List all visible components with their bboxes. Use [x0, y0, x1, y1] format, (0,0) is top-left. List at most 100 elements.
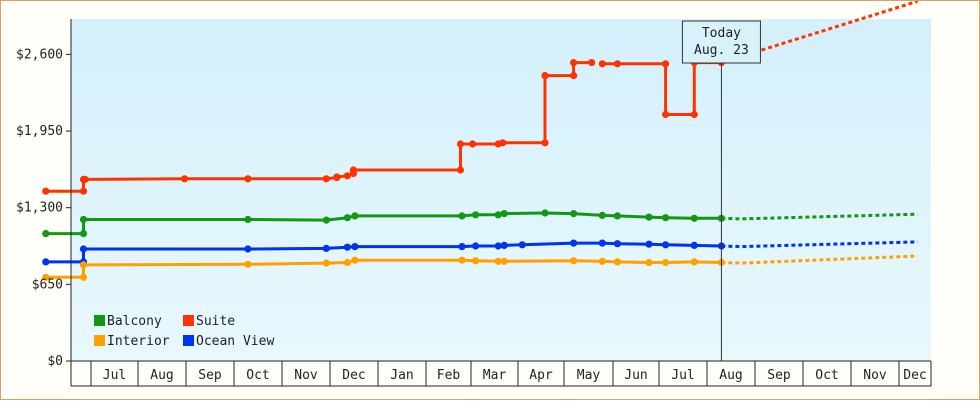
data-point: [244, 215, 252, 224]
today-box: [681, 20, 761, 64]
data-point: [690, 241, 698, 249]
data-point: [343, 258, 351, 267]
data-point: [500, 257, 508, 265]
data-point: [351, 212, 359, 220]
data-point: [469, 140, 477, 148]
data-point: [518, 241, 526, 249]
data-point: [42, 230, 50, 238]
data-point: [690, 214, 698, 222]
x-tick-label: Aug: [150, 368, 173, 383]
data-point: [613, 212, 622, 220]
data-point: [322, 175, 330, 183]
data-point: [456, 140, 465, 148]
x-tick-label: Jun: [624, 368, 647, 383]
data-point: [500, 241, 508, 249]
data-point: [322, 259, 330, 267]
data-point: [79, 245, 88, 253]
data-point: [456, 166, 465, 174]
data-point: [351, 256, 359, 264]
data-point: [613, 240, 622, 248]
data-point: [180, 175, 189, 183]
data-point: [662, 110, 670, 119]
data-point: [662, 60, 670, 68]
data-point: [494, 242, 502, 250]
x-tick-label: Mar: [483, 368, 507, 383]
legend-label: Interior: [107, 334, 170, 349]
today-title: Today: [702, 26, 741, 41]
legend-label: Balcony: [107, 314, 162, 329]
data-point: [343, 172, 351, 180]
data-point: [349, 166, 357, 174]
data-point: [570, 72, 578, 80]
data-point: [472, 257, 480, 265]
data-point: [333, 173, 341, 181]
data-point: [541, 139, 549, 147]
data-point: [570, 257, 578, 265]
x-tick-label: Aug: [719, 368, 742, 383]
today-date: Aug. 23: [694, 43, 749, 58]
data-point: [598, 211, 606, 219]
x-tick-label: Oct: [246, 368, 269, 383]
data-point: [42, 187, 50, 195]
x-tick-label: Jul: [103, 368, 126, 383]
data-point: [598, 239, 606, 247]
data-point: [494, 211, 502, 219]
data-point: [42, 258, 50, 266]
data-point: [79, 230, 88, 238]
data-point: [588, 59, 596, 67]
legend-swatch: [94, 335, 105, 346]
data-point: [42, 273, 50, 281]
data-point: [81, 175, 89, 183]
x-tick-label: Apr: [529, 368, 553, 383]
x-tick-label: Sep: [198, 368, 222, 383]
legend: Balcony Suite Interior Ocean View: [94, 314, 274, 349]
data-point: [322, 216, 330, 224]
axes: $0 $650 $1,300 $1,950 $2,600 Jul Aug Sep Oct Nov D…: [16, 19, 932, 387]
data-point: [244, 245, 252, 253]
data-point: [472, 211, 480, 219]
data-point: [458, 243, 466, 251]
x-tick-label: Sep: [767, 368, 791, 383]
x-tick-label: Feb: [437, 368, 461, 383]
x-tick-label: Nov: [294, 368, 318, 383]
data-point: [662, 241, 670, 249]
data-point: [645, 240, 653, 248]
data-point: [79, 261, 88, 269]
data-point: [645, 258, 653, 267]
data-point: [79, 273, 88, 281]
data-point: [570, 239, 578, 247]
legend-label: Suite: [196, 314, 235, 329]
data-point: [570, 210, 578, 218]
x-tick-label: Nov: [863, 368, 887, 383]
data-point: [613, 60, 622, 68]
data-point: [645, 213, 653, 221]
data-point: [244, 260, 252, 268]
data-point: [499, 139, 507, 147]
data-point: [343, 243, 351, 251]
forecast-line: [720, 1, 918, 65]
x-tick-label: May: [577, 368, 601, 383]
x-tick-label: Oct: [815, 368, 838, 383]
data-point: [541, 72, 549, 80]
data-point: [322, 244, 330, 252]
data-point: [500, 210, 508, 218]
data-point: [541, 209, 549, 217]
y-tick-label: $650: [32, 277, 63, 292]
data-point: [570, 59, 578, 67]
data-point: [690, 258, 698, 266]
data-point: [662, 258, 670, 267]
data-point: [690, 110, 698, 119]
legend-label: Ocean View: [196, 334, 274, 349]
y-tick-label: $1,300: [16, 201, 63, 216]
x-tick-label: Dec: [342, 368, 365, 383]
series-suite: [42, 1, 918, 195]
series-layer: [42, 1, 918, 281]
data-point: [662, 214, 670, 222]
data-point: [244, 175, 252, 183]
y-tick-label: $2,600: [16, 47, 63, 62]
x-tick-label: Dec: [903, 368, 926, 383]
data-point: [351, 243, 359, 251]
series-balcony: [42, 209, 918, 238]
